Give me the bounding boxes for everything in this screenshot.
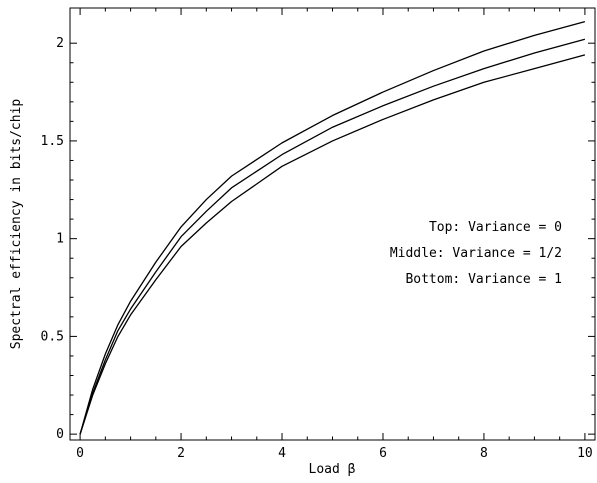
x-tick-label: 4: [278, 446, 286, 461]
annotation-middle: Middle: Variance = 1/2: [390, 246, 562, 261]
x-tick-label: 2: [177, 446, 185, 461]
x-tick-label: 0: [76, 446, 84, 461]
y-tick-label: 2: [56, 36, 64, 51]
series-line-middle: [79, 38, 586, 435]
series-line-top: [79, 21, 586, 435]
x-tick-label: 8: [480, 446, 488, 461]
y-tick-label: 0: [56, 427, 64, 442]
x-tick-label: 10: [577, 446, 593, 461]
annotation-top: Top: Variance = 0: [429, 220, 562, 235]
y-tick-label: 1.5: [41, 134, 64, 149]
x-axis-label: Load β: [309, 462, 356, 477]
ticks-layer: 0 2 4 6 8 10 0 0.5 1 1.5 2: [41, 8, 595, 461]
annotation-bottom: Bottom: Variance = 1: [405, 272, 562, 287]
y-axis-label: Spectral efficiency in bits/chip: [9, 99, 24, 350]
lines-layer: [79, 21, 586, 435]
y-tick-label: 1: [56, 232, 64, 247]
series-line-bottom: [79, 54, 586, 435]
y-tick-label: 0.5: [41, 329, 64, 344]
x-tick-label: 6: [379, 446, 387, 461]
